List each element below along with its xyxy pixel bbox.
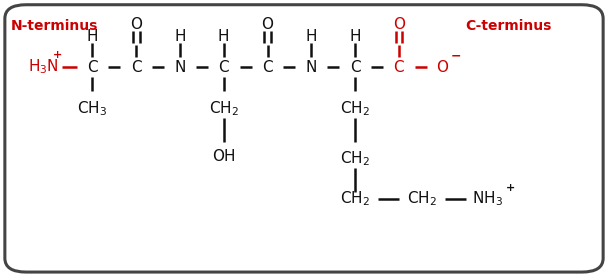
Text: H: H: [87, 29, 98, 44]
Text: C: C: [131, 60, 142, 75]
Text: $\mathsf{CH_2}$: $\mathsf{CH_2}$: [209, 99, 239, 118]
Text: H: H: [350, 29, 361, 44]
Text: O: O: [130, 17, 142, 32]
Text: H: H: [306, 29, 317, 44]
Text: +: +: [52, 50, 62, 60]
Text: C: C: [350, 60, 361, 75]
Text: $\mathsf{CH_2}$: $\mathsf{CH_2}$: [340, 149, 370, 168]
Text: $\mathsf{CH_2}$: $\mathsf{CH_2}$: [340, 99, 370, 118]
Text: C: C: [87, 60, 98, 75]
Text: O: O: [437, 60, 449, 75]
Text: N: N: [174, 60, 185, 75]
Text: H: H: [218, 29, 229, 44]
Text: O: O: [261, 17, 274, 32]
Text: +: +: [505, 183, 515, 193]
Text: $\mathsf{CH_2}$: $\mathsf{CH_2}$: [340, 190, 370, 208]
Text: −: −: [451, 49, 461, 62]
Text: C: C: [218, 60, 229, 75]
Text: H: H: [174, 29, 185, 44]
Text: $\mathsf{NH_3}$: $\mathsf{NH_3}$: [472, 190, 503, 208]
Text: C: C: [393, 60, 404, 75]
Text: C: C: [262, 60, 273, 75]
Text: C-terminus: C-terminus: [466, 18, 552, 33]
Text: N: N: [306, 60, 317, 75]
Text: N-terminus: N-terminus: [11, 18, 98, 33]
Text: O: O: [393, 17, 405, 32]
Text: $\mathsf{CH_2}$: $\mathsf{CH_2}$: [407, 190, 437, 208]
Text: $\mathsf{CH_3}$: $\mathsf{CH_3}$: [77, 99, 108, 118]
Text: $\mathsf{H_3N}$: $\mathsf{H_3N}$: [29, 58, 59, 76]
Text: OH: OH: [212, 149, 235, 164]
